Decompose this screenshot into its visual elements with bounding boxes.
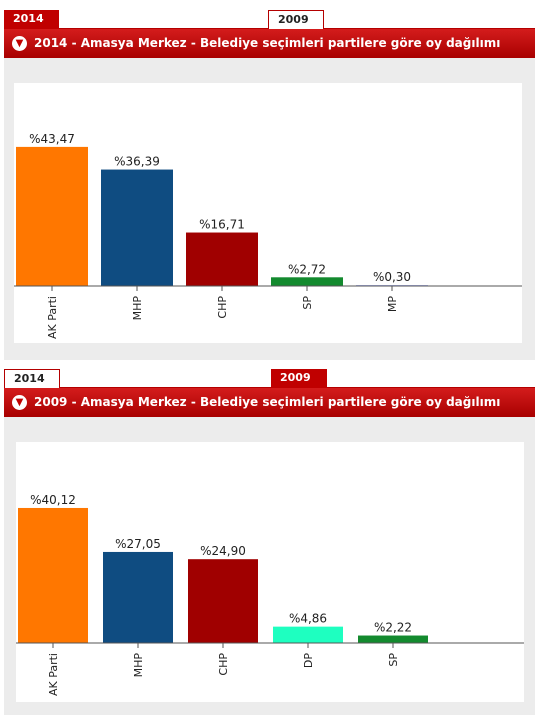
category-label: AK Parti xyxy=(47,653,60,696)
bar xyxy=(271,277,343,286)
bar xyxy=(16,146,88,286)
category-label: MP xyxy=(386,296,399,312)
data-label: %36,39 xyxy=(114,155,160,169)
plot-background xyxy=(16,442,524,702)
year-tabs: 2014 2009 xyxy=(4,369,535,388)
tab-2009[interactable]: 2009 xyxy=(268,10,324,29)
chart-panel-2014: 2014 2009 ▼ 2014 - Amasya Merkez - Beled… xyxy=(4,10,535,360)
category-label: DP xyxy=(302,653,315,668)
bar-chart-2014: %43,47 AK Parti %36,39 MHP %16,71 CHP %2,72 SP%… xyxy=(14,83,522,343)
data-label: %4,86 xyxy=(289,612,327,626)
category-label: MHP xyxy=(132,653,145,678)
bar xyxy=(18,507,88,643)
info-icon[interactable]: ▼ xyxy=(12,36,27,51)
tab-2009[interactable]: 2009 xyxy=(271,369,327,388)
panel-header: ▼ 2009 - Amasya Merkez - Belediye seçiml… xyxy=(4,388,535,417)
info-icon[interactable]: ▼ xyxy=(12,395,27,410)
data-label: %24,90 xyxy=(200,544,246,558)
tab-2014[interactable]: 2014 xyxy=(4,10,59,29)
year-tabs: 2014 2009 xyxy=(4,10,535,29)
category-label: CHP xyxy=(217,653,230,676)
data-label: %40,12 xyxy=(30,493,76,507)
category-label: CHP xyxy=(216,296,229,319)
chart-panel-2009: 2014 2009 ▼ 2009 - Amasya Merkez - Beled… xyxy=(4,369,535,715)
data-label: %27,05 xyxy=(115,537,161,551)
data-label: %2,22 xyxy=(374,621,412,635)
bar xyxy=(103,551,173,643)
plot-background xyxy=(14,83,522,343)
bar xyxy=(358,635,428,643)
panel-header: ▼ 2014 - Amasya Merkez - Belediye seçiml… xyxy=(4,29,535,58)
data-label: %2,72 xyxy=(288,262,326,276)
category-label: SP xyxy=(387,653,400,667)
bar-chart-2009: %40,12 AK Parti %27,05 MHP %24,90 CHP %4,86 DP%… xyxy=(16,442,524,702)
category-label: SP xyxy=(301,296,314,310)
bar xyxy=(188,559,258,643)
bar xyxy=(273,626,343,643)
data-label: %16,71 xyxy=(199,218,245,232)
panel-title: 2009 - Amasya Merkez - Belediye seçimler… xyxy=(34,395,501,409)
category-label: MHP xyxy=(131,296,144,321)
bar xyxy=(101,169,173,286)
data-label: %0,30 xyxy=(373,270,411,284)
panel-title: 2014 - Amasya Merkez - Belediye seçimler… xyxy=(34,36,501,50)
data-label: %43,47 xyxy=(29,132,75,146)
chart-area: %43,47 AK Parti %36,39 MHP %16,71 CHP %2,72 SP%… xyxy=(4,58,535,360)
bar xyxy=(186,232,258,286)
chart-area: %40,12 AK Parti %27,05 MHP %24,90 CHP %4,86 DP%… xyxy=(4,417,535,715)
category-label: AK Parti xyxy=(46,296,59,339)
tab-2014[interactable]: 2014 xyxy=(4,369,60,388)
